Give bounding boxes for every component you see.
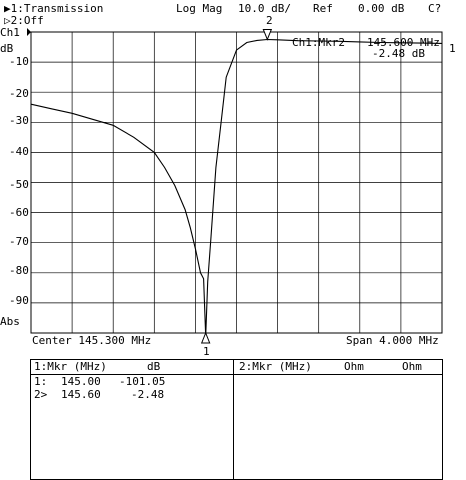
scale-label[interactable]: 10.0 dB/ bbox=[238, 2, 291, 15]
marker-id: 2> bbox=[34, 388, 48, 401]
y-tick-label: -80 bbox=[9, 264, 29, 277]
span-frequency[interactable]: Span 4.000 MHz bbox=[346, 334, 439, 347]
marker-value: -101.05 bbox=[119, 375, 166, 388]
marker-table-title: 1:Mkr (MHz) bbox=[34, 360, 107, 373]
trace2-label[interactable]: ▷2:Off bbox=[4, 14, 44, 27]
marker-value: -2.48 bbox=[131, 388, 165, 401]
reference-level-pointer bbox=[27, 28, 31, 36]
marker-table-trace2: 2:Mkr (MHz) Ohm Ohm bbox=[234, 360, 442, 479]
marker-table-title: 2:Mkr (MHz) bbox=[239, 360, 312, 373]
marker-table: 1:Mkr (MHz) dB 1: 145.00 -101.05 2> 145.… bbox=[30, 359, 443, 480]
y-tick-label: -90 bbox=[9, 294, 29, 307]
marker-readout-value: -2.48 dB bbox=[372, 47, 425, 60]
marker-readout-freq: 145.600 MHz bbox=[367, 36, 440, 49]
y-tick-label: -60 bbox=[9, 206, 29, 219]
marker-frequency: 145.60 bbox=[61, 388, 101, 401]
y-tick-label: -40 bbox=[9, 145, 29, 158]
marker-table-header: 2:Mkr (MHz) Ohm Ohm bbox=[234, 360, 442, 375]
marker-table-unit: dB bbox=[147, 360, 161, 373]
ref-value[interactable]: 0.00 dB bbox=[358, 2, 405, 15]
abs-label: Abs bbox=[0, 315, 20, 328]
y-tick-label: -10 bbox=[9, 55, 29, 68]
trace-line bbox=[30, 38, 443, 337]
marker-table-unit: Ohm bbox=[402, 360, 422, 373]
y-tick-label: -70 bbox=[9, 235, 29, 248]
marker-flag[interactable] bbox=[200, 331, 211, 344]
right-marker-tag: 1 bbox=[449, 42, 456, 55]
status-indicator: C? bbox=[428, 2, 442, 15]
trace-plot[interactable] bbox=[0, 0, 466, 360]
y-tick-label: -30 bbox=[9, 114, 29, 127]
marker-readout-label: Ch1:Mkr2 bbox=[292, 36, 345, 49]
center-frequency[interactable]: Center 145.300 MHz bbox=[32, 334, 152, 347]
ref-label: Ref bbox=[313, 2, 333, 15]
unit-label: dB bbox=[0, 42, 14, 55]
y-tick-label: -50 bbox=[9, 178, 29, 191]
marker-id: 1: bbox=[34, 375, 48, 388]
format-label[interactable]: Log Mag bbox=[176, 2, 223, 15]
marker-frequency: 145.00 bbox=[61, 375, 101, 388]
marker2-flag-label[interactable]: 2 bbox=[266, 14, 273, 27]
y-tick-label: -20 bbox=[9, 87, 29, 100]
marker-table-unit: Ohm bbox=[344, 360, 364, 373]
marker-table-header: 1:Mkr (MHz) dB bbox=[31, 360, 233, 375]
marker-table-trace1: 1:Mkr (MHz) dB 1: 145.00 -101.05 2> 145.… bbox=[31, 360, 234, 479]
marker1-flag-label[interactable]: 1 bbox=[203, 345, 210, 358]
channel-label: Ch1 bbox=[0, 26, 20, 39]
trace1-label[interactable]: ▶1:Transmission bbox=[4, 2, 104, 15]
marker-flag[interactable] bbox=[262, 28, 273, 41]
